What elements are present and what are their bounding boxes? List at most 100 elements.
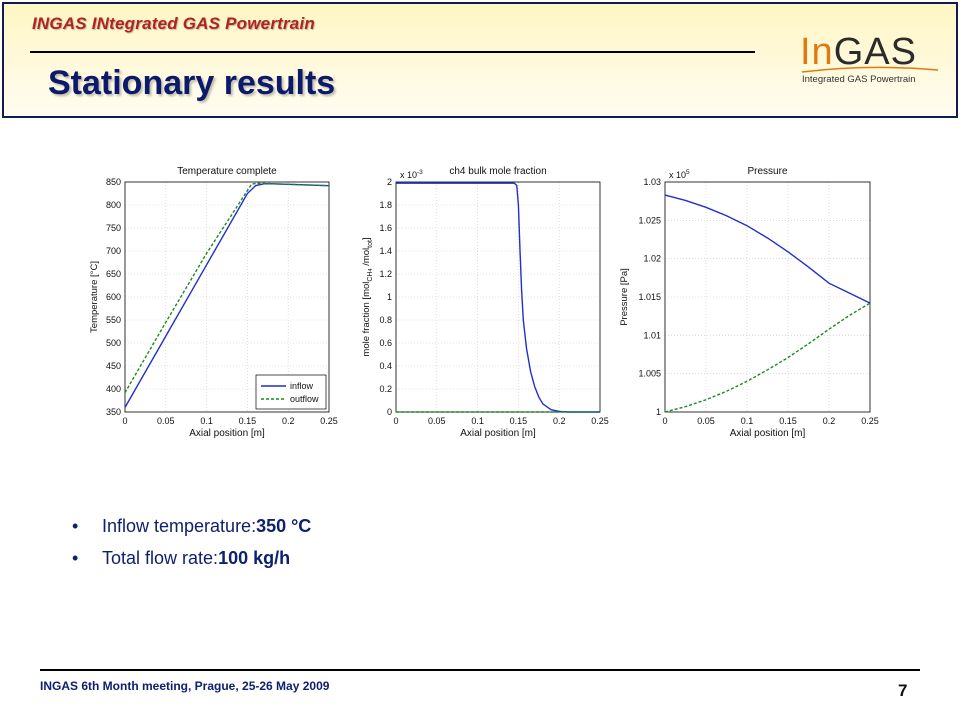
y-tick-label: 350 <box>106 407 121 417</box>
series-line-1 <box>124 183 330 408</box>
bullet-item: • Total flow rate: 100 kg/h <box>72 548 311 580</box>
axis-multiplier-base: x 10 <box>400 170 417 180</box>
logo-main-text: GAS <box>833 31 917 73</box>
legend-box <box>255 374 327 410</box>
x-axis-label: Axial position [m] <box>460 428 536 439</box>
x-tick-label: 0 <box>662 416 667 426</box>
bullet-item: • Inflow temperature: 350 °C <box>72 516 311 548</box>
y-tick-label: 0.8 <box>379 315 392 325</box>
y-tick-label: 800 <box>106 200 121 210</box>
series-line-1 <box>396 182 600 413</box>
plot-frame <box>124 181 330 413</box>
y-tick-label: 650 <box>106 269 121 279</box>
logo-prefix: In <box>800 31 834 73</box>
series-line-1 <box>664 194 871 304</box>
chart-2: 0 0.05 0.1 0.15 0.2 0.25 0 0.2 0.4 0.6 0.8 1 1.2 1.4 1… <box>361 166 609 439</box>
y-tick-label: 1.025 <box>638 215 661 225</box>
footer-meeting: INGAS 6th Month meeting, Prague, 25-26 M… <box>40 679 330 693</box>
y-tick-label: 500 <box>106 338 121 348</box>
legend-label: outflow <box>290 394 319 404</box>
y-axis-label-part: 4 <box>368 268 374 271</box>
plot-frame <box>664 181 871 413</box>
series-line-2 <box>124 182 330 394</box>
y-axis-label-part: mole fraction [mol <box>361 282 372 357</box>
y-tick-label: 1 <box>387 292 392 302</box>
axis-multiplier: x 105 <box>669 169 690 180</box>
y-axis-label-part: tot <box>367 240 374 248</box>
header-divider <box>30 51 755 53</box>
chart-legend: inflow outflow <box>255 374 327 410</box>
x-tick-label: 0.1 <box>200 416 213 426</box>
chart-1: 0 0.05 0.1 0.15 0.2 0.25 350 400 450 500 550 600 650… <box>89 166 338 439</box>
chart-title: Pressure <box>747 166 787 177</box>
x-tick-label: 0.2 <box>823 416 836 426</box>
y-tick-label: 0 <box>387 407 392 417</box>
y-tick-label: 1.01 <box>643 330 661 340</box>
x-tick-label: 0.25 <box>861 416 879 426</box>
x-tick-label: 0.05 <box>697 416 715 426</box>
x-axis-label: Axial position [m] <box>189 428 265 439</box>
y-tick-label: 1.8 <box>379 200 392 210</box>
footer-divider <box>40 669 920 671</box>
x-tick-label: 0.1 <box>471 416 484 426</box>
x-tick-label: 0.15 <box>239 416 257 426</box>
y-tick-label: 700 <box>106 246 121 256</box>
axis-multiplier: x 10-3 <box>400 169 423 180</box>
x-tick-label: 0.2 <box>553 416 566 426</box>
charts-area: 0 0.05 0.1 0.15 0.2 0.25350400450500550600650… <box>89 166 879 439</box>
y-axis-label-part: /mol <box>361 248 372 269</box>
y-tick-label: 450 <box>106 361 121 371</box>
x-tick-label: 0.05 <box>157 416 175 426</box>
x-axis-label: Axial position [m] <box>730 428 806 439</box>
slide-title: Stationary results <box>48 64 336 102</box>
axis-multiplier-base: x 10 <box>669 170 686 180</box>
series-line-2 <box>664 302 871 413</box>
y-tick-label: 1.03 <box>643 177 661 187</box>
bullet-value: 350 °C <box>256 516 312 536</box>
y-tick-label: 0.2 <box>379 384 392 394</box>
axis-multiplier-power: 5 <box>686 169 690 176</box>
y-tick-label: 0.4 <box>379 361 392 371</box>
x-tick-label: 0.15 <box>779 416 797 426</box>
bullet-label: Inflow temperature: <box>102 516 257 536</box>
x-tick-label: 0.25 <box>320 416 338 426</box>
y-tick-label: 1.6 <box>379 223 392 233</box>
bullet-list: • Inflow temperature: 350 °C • Total flo… <box>72 516 311 580</box>
x-tick-label: 0 <box>122 416 127 426</box>
y-tick-label: 400 <box>106 384 121 394</box>
logo-subtitle: Integrated GAS Powertrain <box>802 74 916 85</box>
y-tick-label: 850 <box>106 177 121 187</box>
project-label: INGAS INtegrated GAS Powertrain <box>32 14 315 33</box>
y-tick-label: 0.6 <box>379 338 392 348</box>
logo-swoosh-icon <box>801 66 939 73</box>
bullet-dot-icon: • <box>72 548 79 568</box>
x-tick-label: 0 <box>393 416 398 426</box>
x-tick-label: 0.25 <box>591 416 609 426</box>
bullet-dot-icon: • <box>72 516 79 536</box>
y-axis-label: mole fraction [molCH4 /moltot] <box>361 237 374 356</box>
y-tick-label: 1.02 <box>643 254 661 264</box>
y-tick-label: 1 <box>656 407 661 417</box>
y-tick-label: 550 <box>106 315 121 325</box>
page-number: 7 <box>898 681 908 700</box>
bullet-value: 100 kg/h <box>218 548 291 568</box>
x-tick-label: 0.15 <box>510 416 528 426</box>
chart-title: Temperature complete <box>177 166 277 177</box>
x-tick-label: 0.05 <box>428 416 446 426</box>
logo-wordmark: InGAS <box>800 32 917 72</box>
y-tick-label: 1.015 <box>638 292 661 302</box>
y-tick-label: 2 <box>387 177 392 187</box>
chart-title: ch4 bulk mole fraction <box>449 166 546 177</box>
chart-3: 0 0.05 0.1 0.15 0.2 0.25 1 1.005 1.01 1.015 1.02 1.… <box>619 166 879 439</box>
y-axis-label-part: ] <box>361 237 372 240</box>
axis-multiplier-power: -3 <box>417 169 423 176</box>
y-tick-label: 1.4 <box>379 246 392 256</box>
y-axis-label-part: CH <box>367 271 374 281</box>
y-tick-label: 750 <box>106 223 121 233</box>
y-axis-label: Temperature [°C] <box>89 261 100 333</box>
ingas-logo: InGAS Integrated GAS Powertrain <box>800 32 940 92</box>
x-tick-label: 0.1 <box>741 416 754 426</box>
y-tick-label: 1.005 <box>638 369 661 379</box>
slide-header: INGAS INtegrated GAS Powertrain Stationa… <box>2 2 958 118</box>
y-tick-label: 600 <box>106 292 121 302</box>
